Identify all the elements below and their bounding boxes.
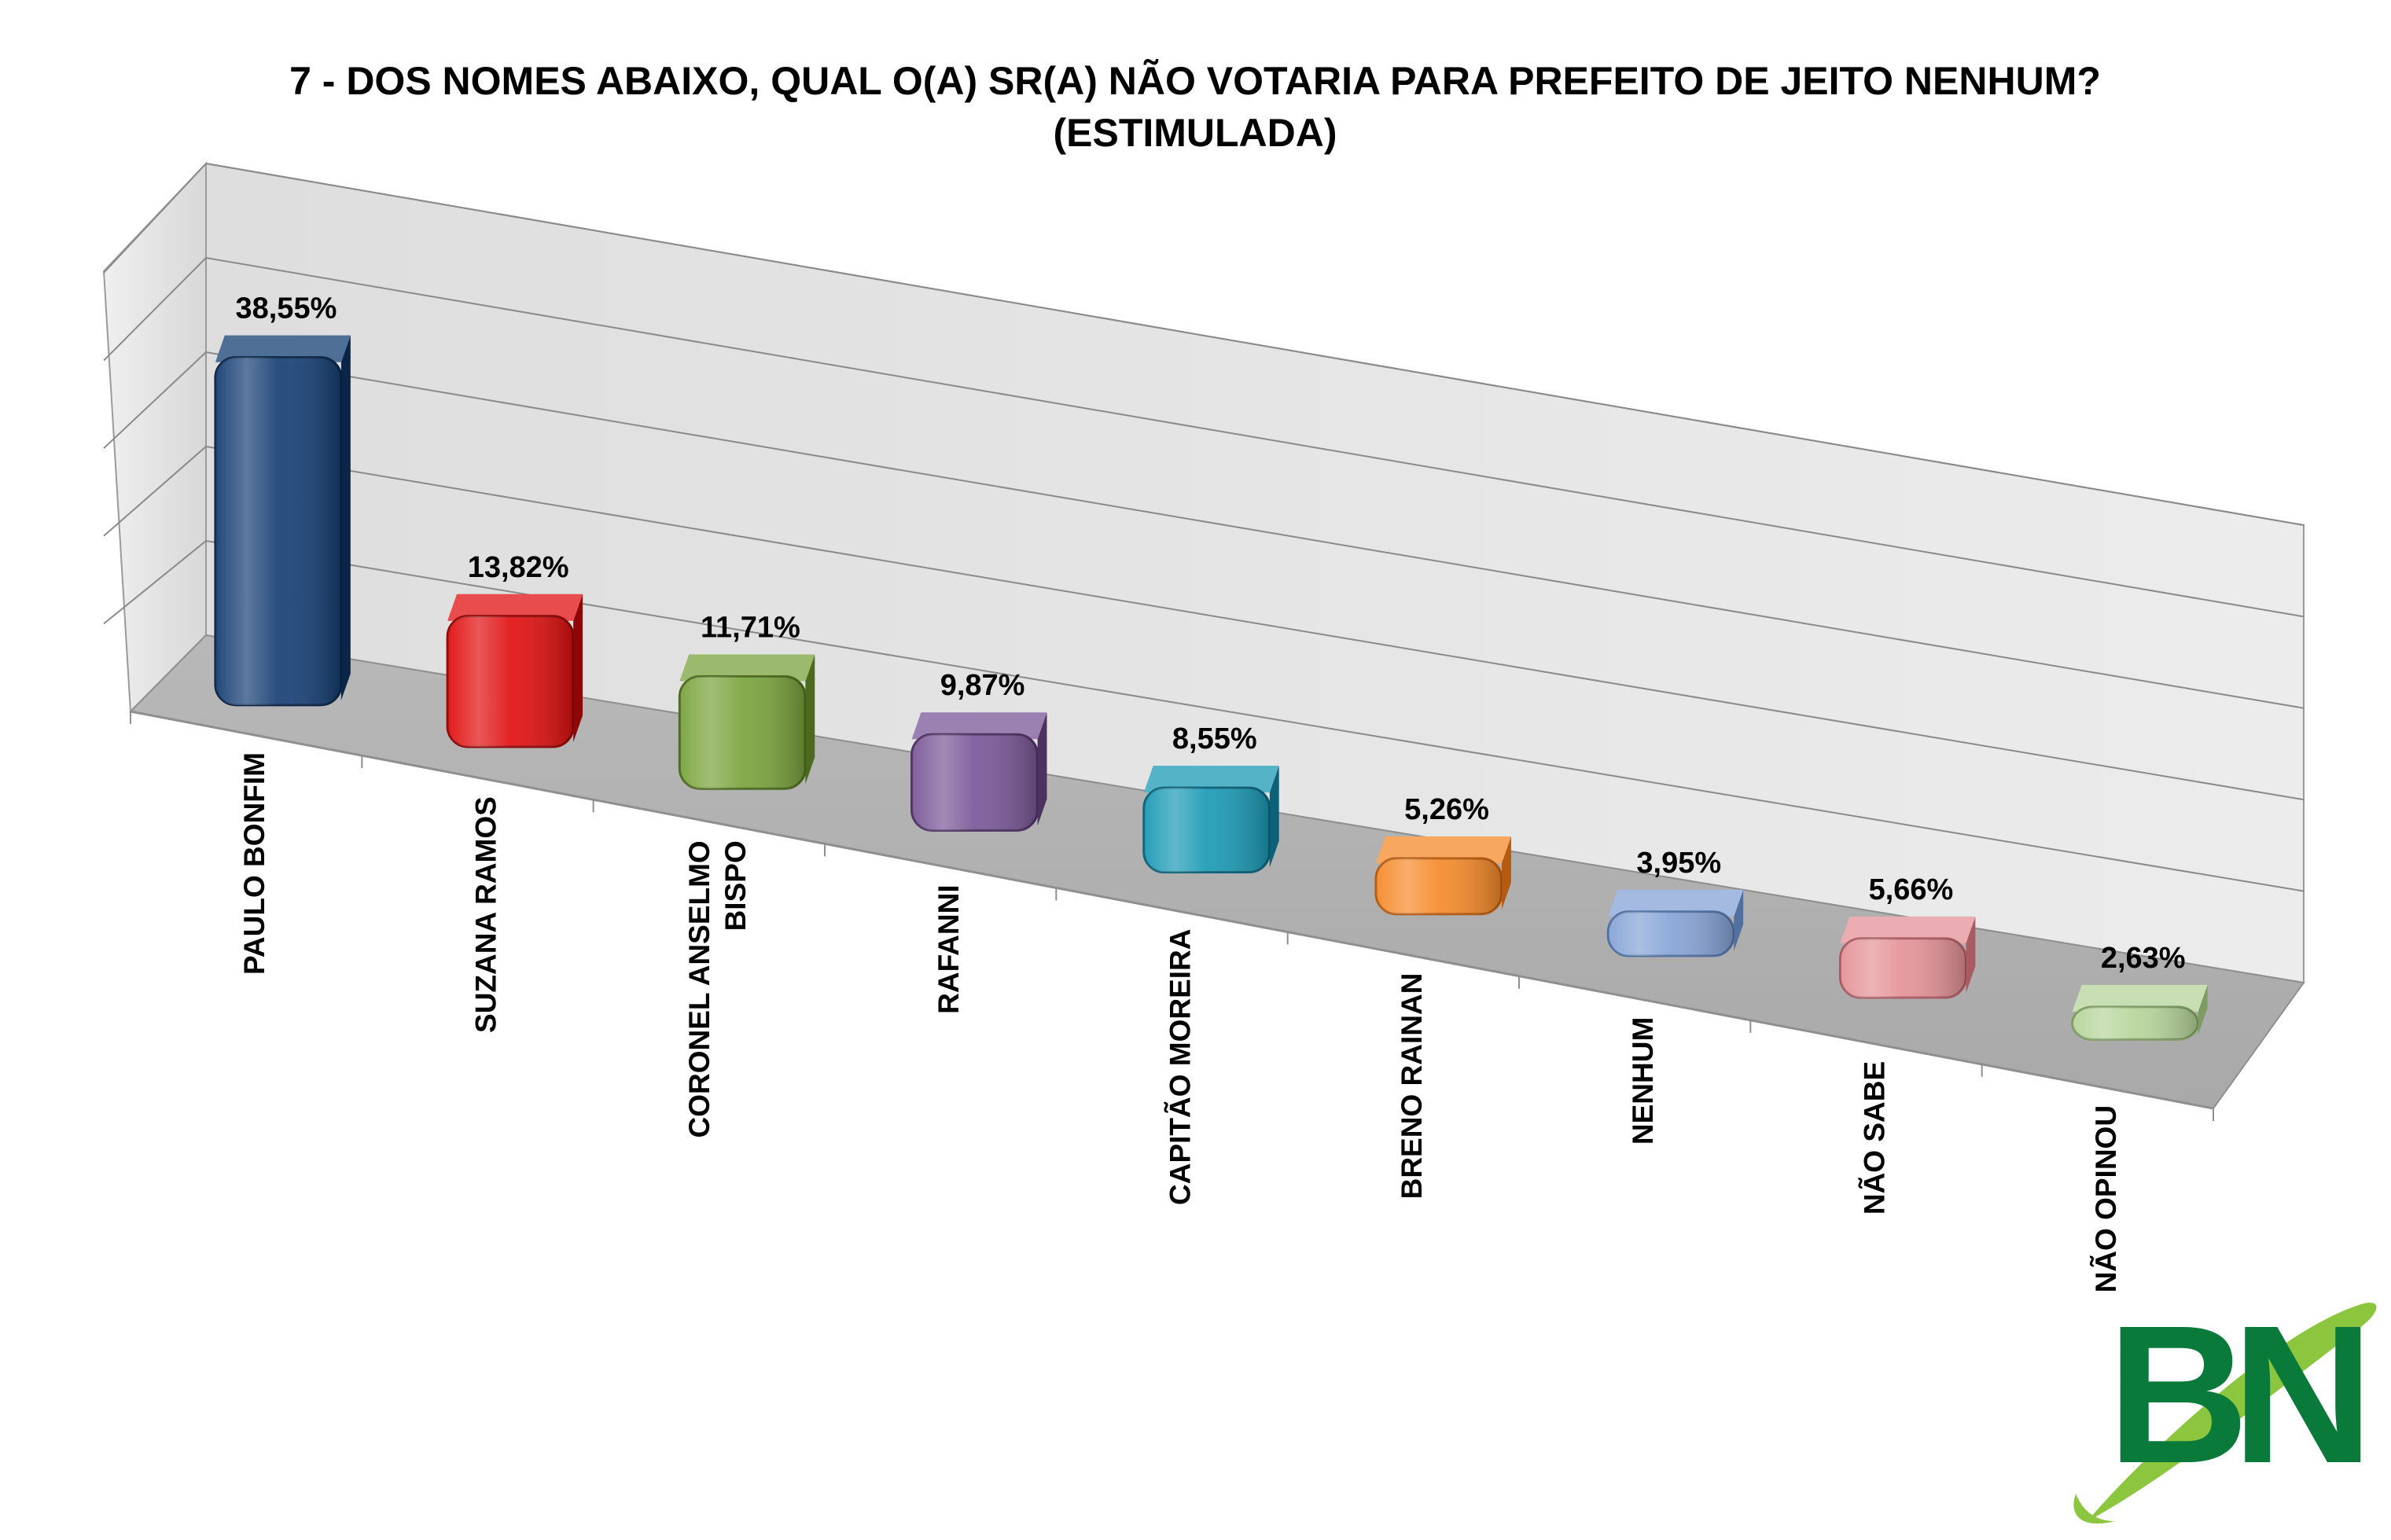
category-label-line: PAULO BONFIM [238, 752, 270, 975]
value-label: 8,55% [1172, 722, 1257, 755]
category-label: BRENO RAINAN [1396, 973, 1428, 1200]
value-label: 38,55% [235, 292, 337, 325]
side-wall [102, 161, 207, 714]
category-label-line: BISPO [719, 840, 752, 931]
x-axis-line [130, 710, 2214, 1110]
gridline [205, 446, 2305, 801]
bar-top-highlight [2072, 984, 2208, 1012]
bar-sheen [1840, 938, 1966, 998]
bn-logo: BN [2073, 1285, 2378, 1524]
bar-side [1502, 836, 1511, 910]
logo-swoosh [2088, 1303, 2377, 1521]
bar-side [1734, 889, 1744, 951]
bar [910, 712, 1047, 832]
bar-top [1608, 889, 1744, 917]
category-label-line: CORONEL ANSELMO [683, 840, 715, 1138]
bar-top [215, 335, 351, 362]
bar-top [2072, 984, 2208, 1012]
plot-area [102, 161, 2305, 1121]
bar-sheen [1608, 911, 1734, 956]
bar [2071, 984, 2208, 1041]
subtitle-line: (ESTIMULADA) [1053, 111, 1337, 155]
gridline-side [103, 540, 207, 625]
gridline-side [103, 163, 207, 274]
bar [1606, 889, 1744, 957]
bar-side [1269, 766, 1279, 868]
bar-top-highlight [1608, 889, 1744, 917]
category-label: CORONEL ANSELMO BISPO [683, 840, 752, 1138]
bar-top [1840, 916, 1976, 943]
bar-top-highlight [911, 712, 1047, 740]
x-axis-ticks [130, 711, 2214, 1121]
gridline [205, 351, 2305, 709]
logo-text: BN [2107, 1285, 2361, 1504]
bar-sheen [1143, 788, 1270, 873]
bar-top-highlight [215, 335, 351, 362]
value-label: 5,66% [1869, 873, 1954, 906]
value-label: 9,87% [940, 669, 1025, 702]
bar-side [1966, 916, 1976, 994]
chart-title: 7 - DOS NOMES ABAIXO, QUAL O(A) SR(A) NÃ… [289, 59, 2101, 155]
bar-sheen [679, 676, 806, 789]
bar-side [2198, 984, 2208, 1035]
bar-side [805, 654, 815, 785]
bars [214, 335, 2208, 1041]
bar [446, 594, 583, 748]
value-label: 3,95% [1636, 847, 1721, 880]
bar-side [340, 335, 351, 700]
data-labels: 38,55% 13,82% 11,71% 9,87% 8,55% 5,26% 3,95% 5,… [235, 292, 2185, 975]
category-label-line: CAPITÃO MOREIRA [1164, 929, 1197, 1206]
category-labels: PAULO BONFIM SUZANA RAMOS CORONEL ANSELMO B… [238, 752, 2122, 1292]
category-label-line: BRENO RAINAN [1396, 973, 1428, 1200]
category-label-line: NÃO SABE [1858, 1061, 1891, 1215]
bar-sheen [447, 616, 574, 748]
bar [214, 335, 351, 707]
bar-sheen [215, 357, 341, 705]
bar-top [911, 712, 1047, 740]
bar-top-highlight [679, 654, 815, 682]
gridline [205, 257, 2305, 618]
gridlines [103, 163, 2305, 892]
value-label: 11,71% [701, 612, 800, 645]
bar-side [1037, 712, 1047, 826]
bar-top-highlight [1376, 836, 1511, 863]
gridline-side [103, 446, 207, 537]
bar-sheen [2072, 1006, 2198, 1040]
bar-sheen [1376, 858, 1503, 914]
bar [1374, 836, 1511, 916]
gridline-side [103, 351, 207, 449]
bar-top [447, 594, 583, 621]
bar [1838, 916, 1976, 999]
category-label: NÃO SABE [1858, 1061, 1891, 1215]
bar-sheen [911, 734, 1038, 831]
bar-top [679, 654, 815, 682]
bar-top-highlight [447, 594, 583, 621]
gridline [205, 163, 2305, 526]
category-label-line: NENHUM [1627, 1017, 1659, 1145]
bar [1142, 766, 1279, 874]
logo-swoosh-lower [2073, 1494, 2115, 1524]
bar-top [1376, 836, 1511, 863]
category-label-line: RAFANNI [932, 884, 965, 1013]
bar-top-highlight [1840, 916, 1976, 943]
value-label: 13,82% [468, 551, 569, 584]
value-label: 2,63% [2101, 942, 2186, 975]
bar-top-highlight [1143, 766, 1279, 793]
bar [678, 654, 815, 790]
title-line: 7 - DOS NOMES ABAIXO, QUAL O(A) SR(A) NÃ… [289, 59, 2101, 103]
bar-top [1143, 766, 1279, 793]
gridline-side [103, 257, 207, 362]
category-label: SUZANA RAMOS [470, 796, 502, 1033]
category-label-line: NÃO OPINOU [2089, 1105, 2122, 1292]
category-label: NENHUM [1627, 1017, 1659, 1145]
category-label: CAPITÃO MOREIRA [1164, 929, 1197, 1206]
bar-side [573, 594, 583, 743]
category-label: NÃO OPINOU [2089, 1105, 2122, 1292]
value-label: 5,26% [1404, 793, 1489, 826]
category-label-line: SUZANA RAMOS [470, 796, 502, 1033]
category-label: RAFANNI [932, 884, 965, 1013]
category-label: PAULO BONFIM [238, 752, 270, 975]
